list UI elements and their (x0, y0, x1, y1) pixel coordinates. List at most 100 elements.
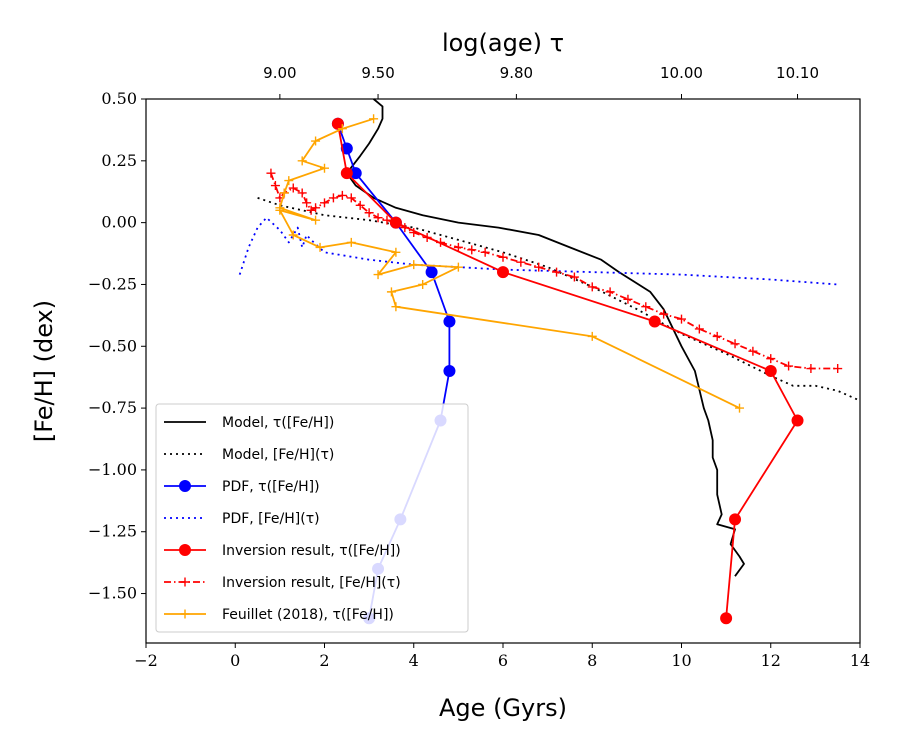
series-5 (331, 117, 804, 625)
y-tick-label: −1.25 (88, 522, 137, 541)
data-point (748, 346, 758, 356)
data-point (587, 331, 597, 341)
data-point (337, 190, 347, 200)
data-point (409, 228, 419, 238)
legend-label: PDF, τ([Fe/H]) (222, 479, 320, 495)
data-point (409, 260, 419, 270)
legend-label: Inversion result, [Fe/H](τ) (222, 575, 401, 591)
data-point (270, 181, 280, 191)
data-point (480, 247, 490, 257)
data-point (720, 612, 733, 625)
y-tick-label: −1.50 (88, 584, 137, 603)
data-point (311, 215, 321, 225)
data-point (391, 218, 401, 228)
data-point (382, 215, 392, 225)
legend-marker (179, 480, 191, 492)
legend-label: Inversion result, τ([Fe/H]) (222, 543, 401, 559)
legend-label: Model, τ([Fe/H]) (222, 415, 334, 431)
data-point (729, 513, 742, 526)
data-point (443, 315, 456, 328)
data-point (369, 114, 379, 124)
data-point (784, 361, 794, 371)
top-axis-title: log(age) τ (442, 29, 564, 57)
data-point (677, 314, 686, 324)
y-tick-label: −0.50 (88, 336, 137, 355)
data-point (587, 282, 597, 292)
data-point (302, 198, 312, 208)
data-point (623, 294, 633, 304)
data-point (422, 232, 432, 242)
data-point (288, 183, 298, 193)
data-point (425, 266, 438, 279)
x-tick-label: 12 (761, 651, 781, 670)
data-point (453, 262, 463, 272)
y-axis-title: [Fe/H] (dex) (30, 300, 58, 442)
data-point (373, 213, 383, 223)
legend: Model, τ([Fe/H]) Model, [Fe/H](τ) PDF, τ([… (155, 403, 469, 633)
data-point (764, 365, 777, 377)
data-point (648, 315, 661, 328)
data-point (641, 302, 651, 312)
y-tick-label: 0.25 (101, 151, 137, 170)
y-tick-label: 0.50 (101, 89, 137, 108)
legend-marker (180, 609, 190, 619)
data-point (279, 188, 289, 198)
data-point (453, 242, 463, 252)
data-point (364, 208, 374, 218)
series-1 (345, 98, 745, 577)
data-point (791, 414, 804, 427)
data-point (605, 287, 615, 297)
x-axis-title: Age (Gyrs) (439, 694, 567, 722)
legend-label: PDF, [Fe/H](τ) (222, 511, 320, 527)
x-axis-ticks: −2 0 2 4 6 8 10 12 14 (134, 643, 870, 670)
data-point (284, 176, 294, 186)
data-point (373, 270, 383, 280)
x-tick-label: 4 (409, 651, 419, 670)
data-point (436, 237, 446, 247)
top-tick-label: 9.50 (361, 64, 394, 82)
data-point (833, 364, 843, 374)
data-point (534, 262, 544, 272)
legend-label: Model, [Fe/H](τ) (222, 447, 334, 463)
data-point (311, 136, 321, 146)
data-point (391, 302, 401, 312)
series-7 (275, 114, 745, 413)
data-point (400, 223, 410, 233)
data-point (320, 163, 329, 173)
x-tick-label: −2 (134, 651, 158, 670)
top-tick-label: 10.10 (776, 64, 819, 82)
top-axis-ticks: 9.00 9.50 9.80 10.00 10.10 (263, 64, 819, 99)
top-tick-label: 9.00 (263, 64, 296, 82)
legend-marker (179, 544, 191, 556)
x-tick-label: 8 (587, 651, 597, 670)
data-point (320, 198, 329, 208)
x-tick-label: 0 (230, 651, 240, 670)
data-point (497, 266, 509, 279)
data-point (328, 193, 338, 203)
data-point (569, 272, 579, 282)
data-point (659, 309, 669, 319)
legend-label: Feuillet (2018), τ([Fe/H]) (222, 607, 394, 623)
y-axis-ticks: 0.50 0.25 0.00 −0.25 −0.50 −0.75 −1.00 −1.25 −1.… (88, 89, 146, 603)
data-point (730, 339, 740, 349)
data-point (297, 188, 307, 198)
series-line (345, 98, 745, 577)
x-tick-label: 14 (850, 651, 870, 670)
data-point (275, 205, 285, 215)
series-line (278, 117, 740, 409)
data-point (340, 167, 353, 180)
data-point (766, 354, 776, 364)
data-point (346, 193, 356, 203)
data-point (391, 247, 401, 257)
legend-marker (180, 577, 190, 587)
data-point (467, 245, 477, 255)
data-point (288, 230, 298, 240)
top-tick-label: 10.00 (660, 64, 703, 82)
y-tick-label: −0.75 (88, 398, 137, 417)
x-tick-label: 2 (319, 651, 329, 670)
data-point (552, 267, 562, 277)
data-point (340, 142, 353, 155)
y-tick-label: −1.00 (88, 460, 137, 479)
data-point (806, 364, 816, 374)
